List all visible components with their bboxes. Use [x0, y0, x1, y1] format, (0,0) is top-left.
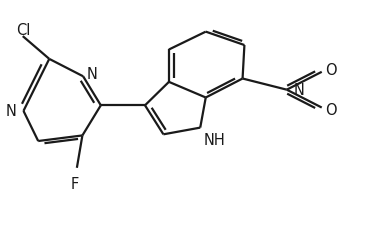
Text: F: F [70, 176, 78, 191]
Text: O: O [325, 63, 337, 78]
Text: O: O [325, 103, 337, 118]
Text: N: N [293, 83, 304, 98]
Text: NH: NH [203, 133, 225, 147]
Text: N: N [87, 67, 98, 82]
Text: N: N [6, 104, 17, 119]
Text: Cl: Cl [16, 23, 30, 38]
